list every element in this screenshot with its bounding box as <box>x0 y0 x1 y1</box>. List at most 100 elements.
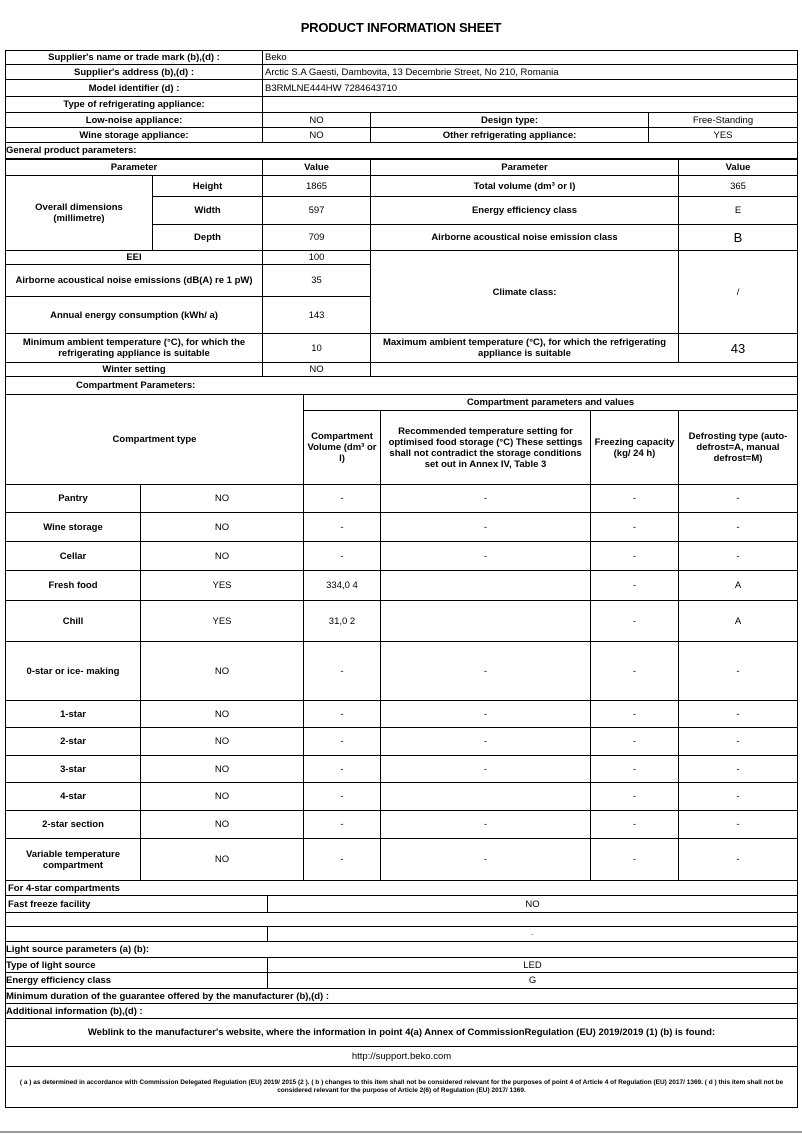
annual-energy-value: 143 <box>262 296 372 334</box>
compartment-row: 0-star or ice- making NO - - - - <box>5 641 798 701</box>
eei-value: 100 <box>262 250 372 265</box>
max-temp-label: Maximum ambient temperature (°C), for wh… <box>370 333 680 363</box>
other-appliance-label: Other refrigerating appliance: <box>370 127 649 143</box>
compartment-defrost: - <box>678 541 798 571</box>
general-heading: General product parameters: <box>4 142 799 159</box>
eec-value: E <box>678 196 799 225</box>
compartment-volume: - <box>303 782 381 811</box>
value-header-2: Value <box>678 159 799 176</box>
compartment-row: 2-star section NO - - - - <box>5 810 798 839</box>
compartment-temperature: - <box>380 755 591 783</box>
compartment-present: NO <box>140 512 304 542</box>
noise-emission-value: 35 <box>262 264 372 297</box>
compartment-present: NO <box>140 755 304 783</box>
noise-class-label: Airborne acoustical noise emission class <box>370 224 680 251</box>
compartment-row: Pantry NO - - - - <box>5 484 798 513</box>
low-noise-label: Low-noise appliance: <box>5 112 263 128</box>
total-volume-label: Total volume (dm³ or l) <box>370 175 680 197</box>
compartment-row: Chill YES 31,0 2 -A <box>5 600 798 642</box>
eei-label: EEI <box>4 250 264 265</box>
max-temp-value: 43 <box>678 333 799 363</box>
noise-class-value: B <box>678 224 799 251</box>
compartment-heading: Compartment Parameters: <box>4 376 799 395</box>
wine-storage-value: NO <box>262 127 371 143</box>
compartment-defrost: - <box>678 810 798 839</box>
value-header: Value <box>262 159 372 176</box>
footnote: ( a ) as determined in accordance with C… <box>4 1066 799 1108</box>
compartment-volume: - <box>303 641 381 701</box>
fast-freeze-value: NO <box>266 895 799 913</box>
model-label: Model identifier (d) : <box>5 79 263 97</box>
compartment-temperature: - <box>380 700 591 728</box>
compartment-volume: - <box>303 512 381 542</box>
model-identifier: B3RMLNE444HW 7284643710 <box>261 79 799 97</box>
compartment-volume: - <box>303 700 381 728</box>
compartment-present: NO <box>140 782 304 811</box>
compartment-name: 3-star <box>5 755 141 783</box>
compartment-freezing: - <box>590 755 679 783</box>
compartment-defrost: - <box>678 838 798 881</box>
light-type-label: Type of light source <box>5 957 268 973</box>
compartment-freezing: - <box>590 541 679 571</box>
page-title: PRODUCT INFORMATION SHEET <box>300 20 502 35</box>
compartment-name: Chill <box>5 600 141 642</box>
light-eec-label: Energy efficiency class <box>5 972 268 989</box>
four-star-heading: For 4-star compartments <box>4 880 799 896</box>
compartment-row: 4-star NO - - - <box>5 782 798 811</box>
total-volume-value: 365 <box>678 175 799 197</box>
winter-setting-label: Winter setting <box>4 362 264 377</box>
compartment-defrost: - <box>678 782 798 811</box>
low-noise-value: NO <box>262 112 371 128</box>
compartment-freezing: - <box>590 838 679 881</box>
compartment-present: NO <box>140 700 304 728</box>
compartment-row: 2-star NO - - - - <box>5 727 798 756</box>
page-bottom-border <box>0 1131 802 1133</box>
compartment-table: Compartment type Compartment parameters a… <box>5 394 798 881</box>
compartment-row: Wine storage NO - - - - <box>5 512 798 542</box>
compartment-temperature: - <box>380 541 591 571</box>
compartment-present: NO <box>140 641 304 701</box>
climate-class-value: / <box>678 250 799 334</box>
appliance-type-value <box>261 96 799 113</box>
temperature-header: Recommended temperature setting for opti… <box>380 410 591 485</box>
compartment-freezing: - <box>590 727 679 756</box>
other-info-table: For 4-star compartments Fast freeze faci… <box>4 880 799 1108</box>
compartment-temperature: - <box>380 727 591 756</box>
compartment-defrost: - <box>678 755 798 783</box>
blank-value: - <box>266 926 799 942</box>
compartment-defrost: - <box>678 700 798 728</box>
light-eec-value: G <box>266 972 799 989</box>
compartment-defrost: A <box>678 570 798 601</box>
compartment-defrost: - <box>678 641 798 701</box>
supplier-name: Beko <box>261 50 799 65</box>
compartment-freezing: - <box>590 570 679 601</box>
compartment-present: NO <box>140 838 304 881</box>
compartment-present: YES <box>140 600 304 642</box>
fast-freeze-label: Fast freeze facility <box>5 895 268 913</box>
parameter-header-2: Parameter <box>370 159 680 176</box>
blank-row <box>4 912 799 927</box>
compartment-volume: 31,0 2 <box>303 600 381 642</box>
freezing-header: Freezing capacity (kg/ 24 h) <box>590 410 679 485</box>
weblink[interactable]: http://support.beko.com <box>4 1046 799 1067</box>
dimensions-label: Overall dimensions (millimetre) <box>5 175 153 251</box>
compartment-name: Cellar <box>5 541 141 571</box>
supplier-name-label: Supplier's name or trade mark (b),(d) : <box>5 50 263 65</box>
min-temp-label: Minimum ambient temperature (°C), for wh… <box>4 333 264 363</box>
compartment-present: YES <box>140 570 304 601</box>
eec-label: Energy efficiency class <box>370 196 680 225</box>
compartment-defrost: - <box>678 484 798 513</box>
height-value: 1865 <box>262 175 372 197</box>
guarantee-label: Minimum duration of the guarantee offere… <box>4 988 799 1004</box>
compartment-row: 1-star NO - - - - <box>5 700 798 728</box>
compartment-volume: - <box>303 810 381 839</box>
noise-emission-label: Airborne acoustical noise emissions (dB(… <box>4 264 264 297</box>
compartment-type-header: Compartment type <box>5 394 304 485</box>
empty-cell <box>370 362 799 377</box>
design-type-label: Design type: <box>370 112 649 128</box>
compartment-volume: - <box>303 838 381 881</box>
compartment-volume: - <box>303 755 381 783</box>
compartment-present: NO <box>140 484 304 513</box>
compartment-temperature <box>380 570 591 601</box>
compartment-defrost: - <box>678 727 798 756</box>
